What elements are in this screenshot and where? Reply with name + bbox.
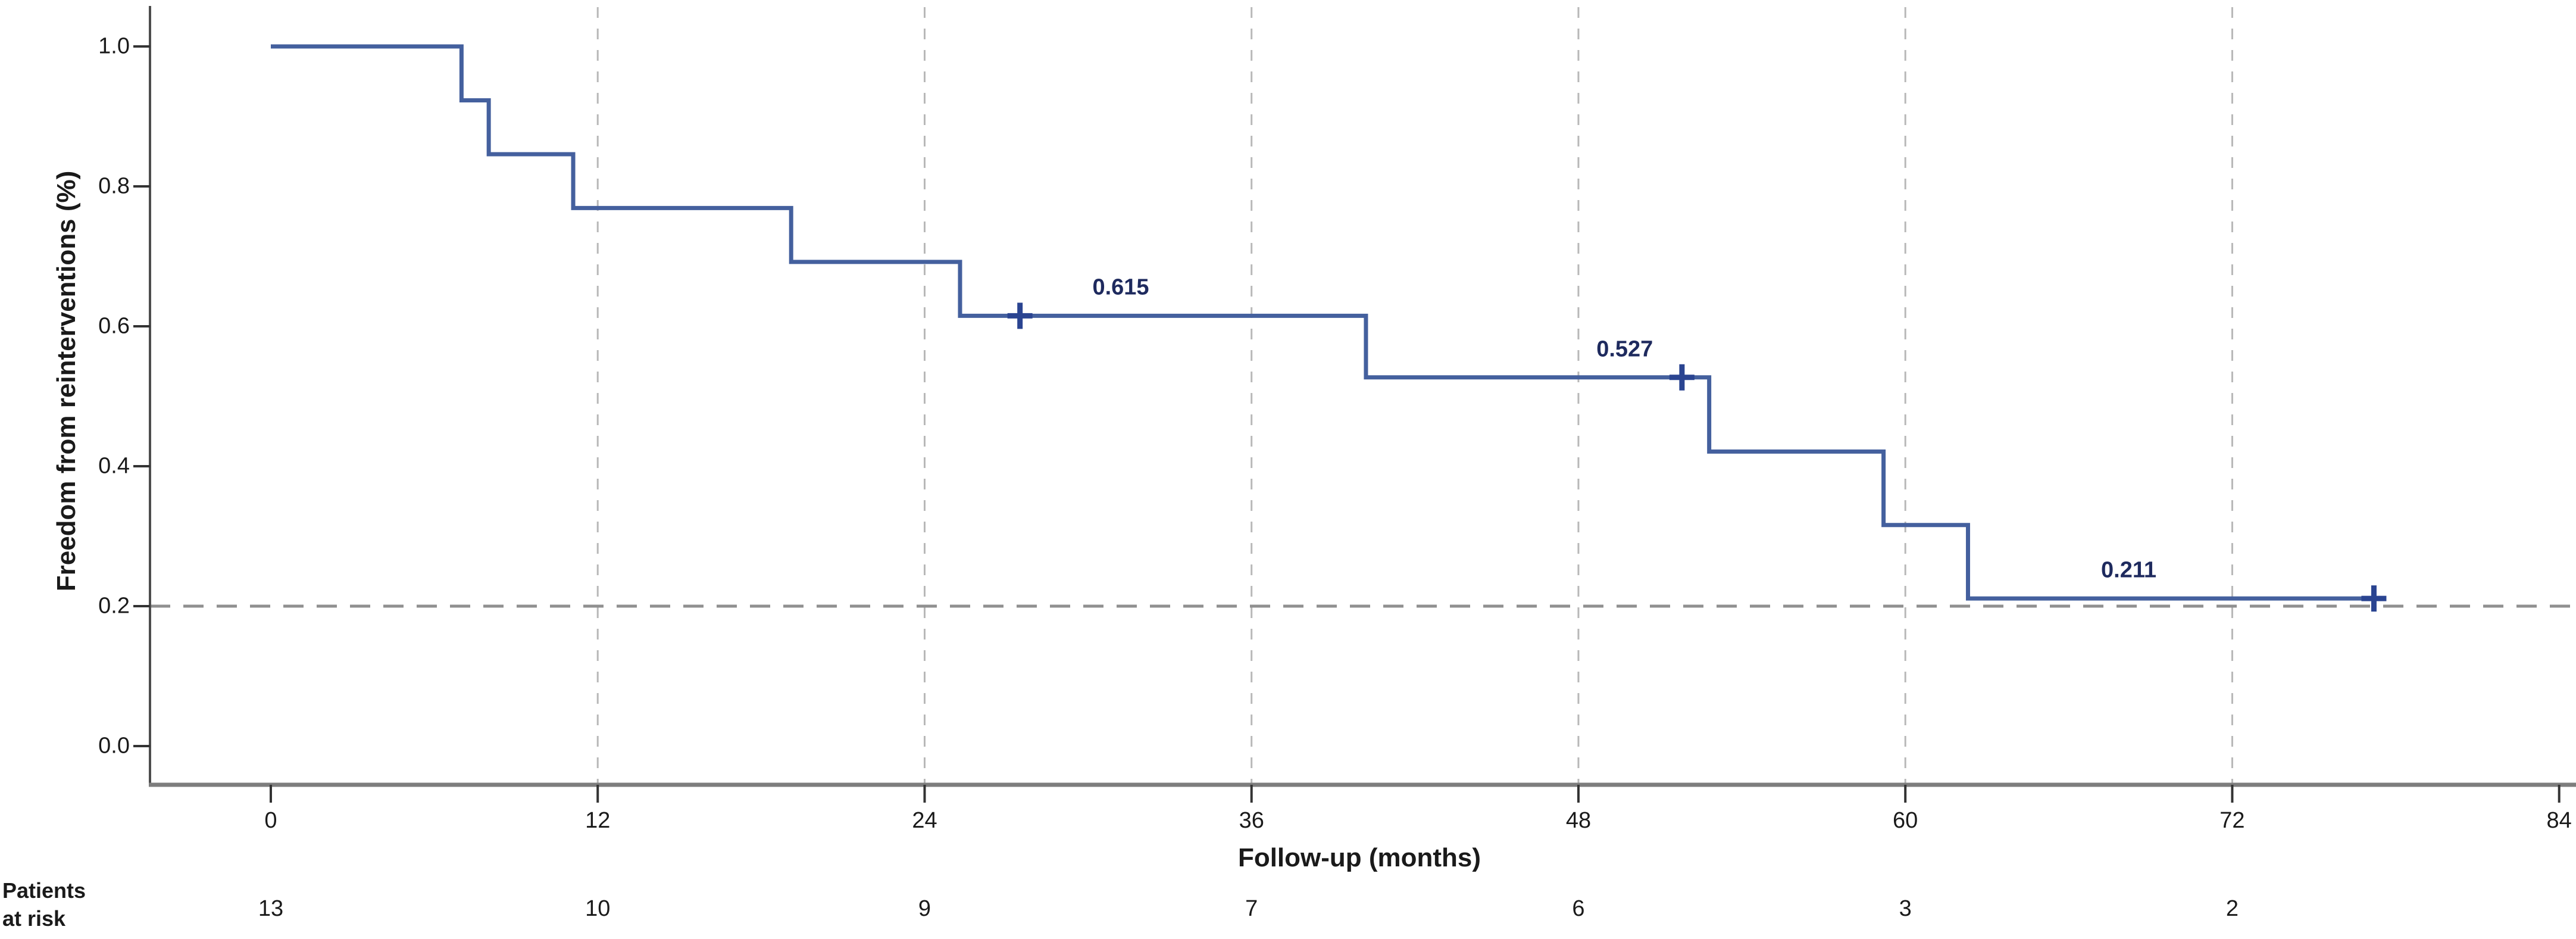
survival-label-0.527: 0.527 <box>1596 336 1653 362</box>
y-tick-label-0.8: 0.8 <box>98 173 130 199</box>
patients-at-risk-label: Patients at risk <box>2 876 86 932</box>
x-tick-label-0: 0 <box>264 808 277 833</box>
at-risk-count-month-48: 6 <box>1572 896 1585 921</box>
y-tick-label-0.0: 0.0 <box>98 733 130 759</box>
survival-label-0.615: 0.615 <box>1092 274 1149 300</box>
x-axis-title: Follow-up (months) <box>1237 843 1481 872</box>
at-risk-count-month-12: 10 <box>585 896 611 921</box>
axes <box>133 6 2576 803</box>
at-risk-count-month-36: 7 <box>1245 896 1258 921</box>
survival-label-0.211: 0.211 <box>2101 557 2156 583</box>
at-risk-count-month-0: 13 <box>258 896 284 921</box>
y-tick-label-1.0: 1.0 <box>98 33 130 59</box>
y-tick-label-0.2: 0.2 <box>98 593 130 619</box>
x-tick-label-36: 36 <box>1239 808 1264 833</box>
patients-at-risk-label-line1: Patients <box>2 878 86 903</box>
at-risk-count-month-72: 2 <box>2225 896 2239 921</box>
at-risk-count-month-60: 3 <box>1899 896 1912 921</box>
at-risk-count-month-24: 9 <box>918 896 931 921</box>
x-tick-label-60: 60 <box>1893 808 1918 833</box>
x-tick-label-84: 84 <box>2546 808 2572 833</box>
vertical-gridlines <box>596 7 2233 784</box>
survival-curve <box>271 44 2374 601</box>
y-tick-label-0.6: 0.6 <box>98 313 130 339</box>
x-tick-label-72: 72 <box>2219 808 2245 833</box>
km-step-path <box>271 44 2374 601</box>
y-axis-title: Freedom from reinterventions (%) <box>52 170 81 592</box>
x-tick-label-24: 24 <box>912 808 937 833</box>
x-tick-label-12: 12 <box>585 808 611 833</box>
censor-marks <box>1007 302 2387 612</box>
patients-at-risk-label-line2: at risk <box>2 906 66 931</box>
y-tick-label-0.4: 0.4 <box>98 453 130 479</box>
x-tick-label-48: 48 <box>1565 808 1592 833</box>
